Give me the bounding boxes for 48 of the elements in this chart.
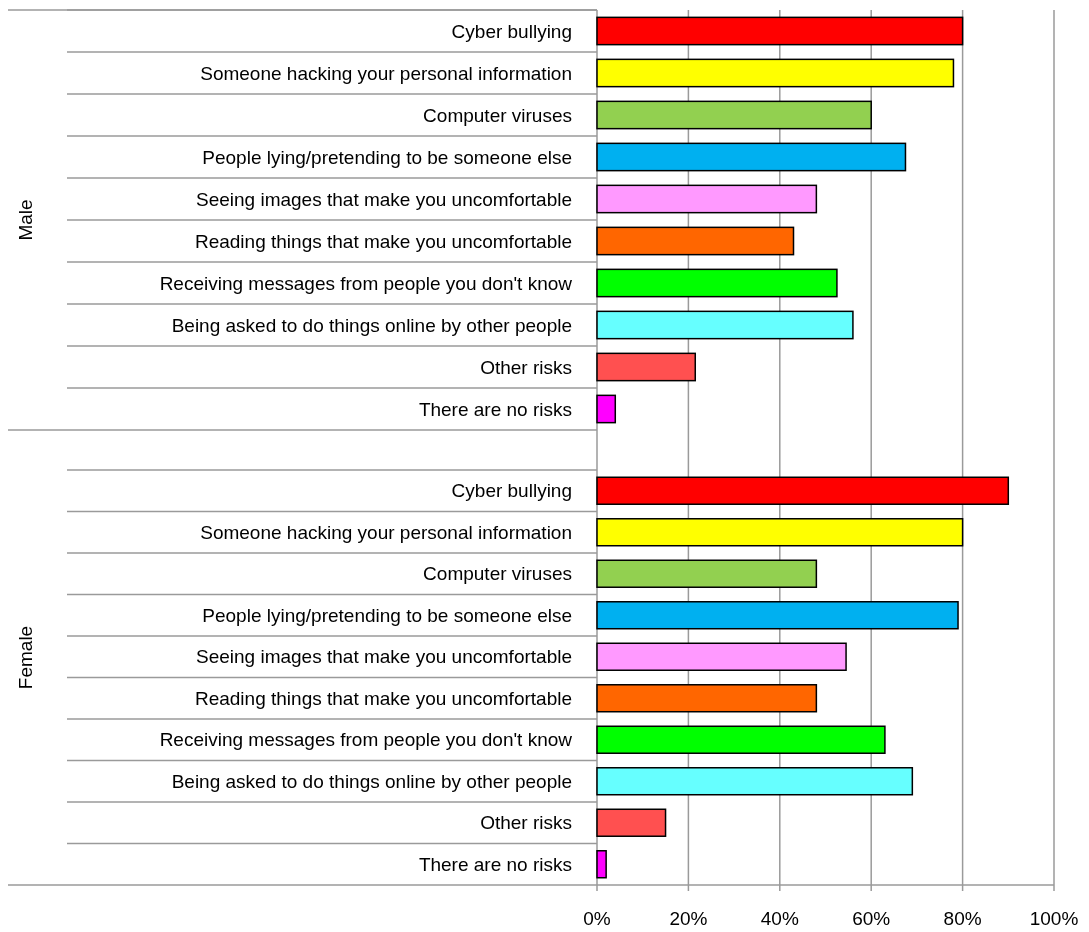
y-tick-label: Someone hacking your personal information <box>200 521 572 543</box>
x-tick-label: 60% <box>852 908 891 929</box>
y-tick-label: Other risks <box>480 812 572 834</box>
bar <box>596 684 818 713</box>
y-tick-label: Being asked to do things online by other people <box>171 770 572 792</box>
bar <box>596 601 959 630</box>
y-tick-label: Seeing images that make you uncomfortable <box>196 188 572 210</box>
y-tick-label: Receiving messages from people you don't know <box>159 272 573 294</box>
bar <box>596 559 818 588</box>
y-tick-label: Being asked to do things online by other people <box>171 314 572 336</box>
y-axis-title: Male <box>15 199 36 241</box>
y-tick-label: Computer viruses <box>423 104 572 126</box>
bar <box>596 642 847 671</box>
x-tick-label: 40% <box>760 908 799 929</box>
bar <box>596 142 907 172</box>
bar <box>596 184 818 214</box>
y-tick-label: Cyber bullying <box>451 480 572 502</box>
bar <box>596 850 607 879</box>
bar <box>596 352 697 382</box>
y-tick-label: There are no risks <box>418 398 572 420</box>
bar <box>596 226 795 256</box>
y-tick-label: Cyber bullying <box>451 20 572 42</box>
x-tick-label: 100% <box>1029 908 1079 929</box>
bar <box>596 394 617 424</box>
y-tick-label: People lying/pretending to be someone else <box>202 604 572 626</box>
y-tick-label: Receiving messages from people you don't know <box>159 729 573 751</box>
y-tick-label: Other risks <box>480 356 572 378</box>
bar <box>596 725 886 754</box>
y-tick-label: Seeing images that make you uncomfortable <box>196 646 572 668</box>
x-tick-label: 80% <box>943 908 982 929</box>
x-tick-label: 0% <box>583 908 611 929</box>
y-tick-label: Someone hacking your personal information <box>200 62 572 84</box>
bar <box>596 518 964 547</box>
bar <box>596 268 838 298</box>
y-axis-title: Female <box>15 625 36 690</box>
y-tick-label: Computer viruses <box>423 563 572 585</box>
bar <box>596 310 854 340</box>
bar <box>596 808 667 837</box>
y-tick-label: People lying/pretending to be someone else <box>202 146 572 168</box>
bar <box>596 58 955 88</box>
bar <box>596 100 872 130</box>
y-tick-label: There are no risks <box>418 853 572 875</box>
y-tick-label: Reading things that make you uncomfortable <box>194 687 572 709</box>
y-tick-label: Reading things that make you uncomfortable <box>194 230 572 252</box>
bar <box>596 16 964 46</box>
bar <box>596 476 1010 505</box>
x-tick-label: 20% <box>669 908 708 929</box>
bar <box>596 767 914 796</box>
